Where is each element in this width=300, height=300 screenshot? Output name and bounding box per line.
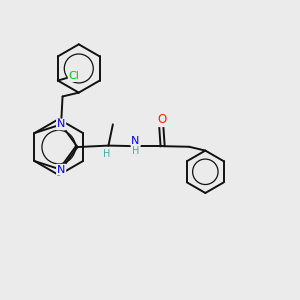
- Text: H: H: [103, 149, 111, 159]
- Text: N: N: [131, 136, 140, 146]
- Text: N: N: [57, 165, 65, 175]
- Text: O: O: [157, 113, 167, 126]
- Text: N: N: [57, 119, 65, 129]
- Text: H: H: [132, 146, 139, 157]
- Text: Cl: Cl: [69, 71, 80, 81]
